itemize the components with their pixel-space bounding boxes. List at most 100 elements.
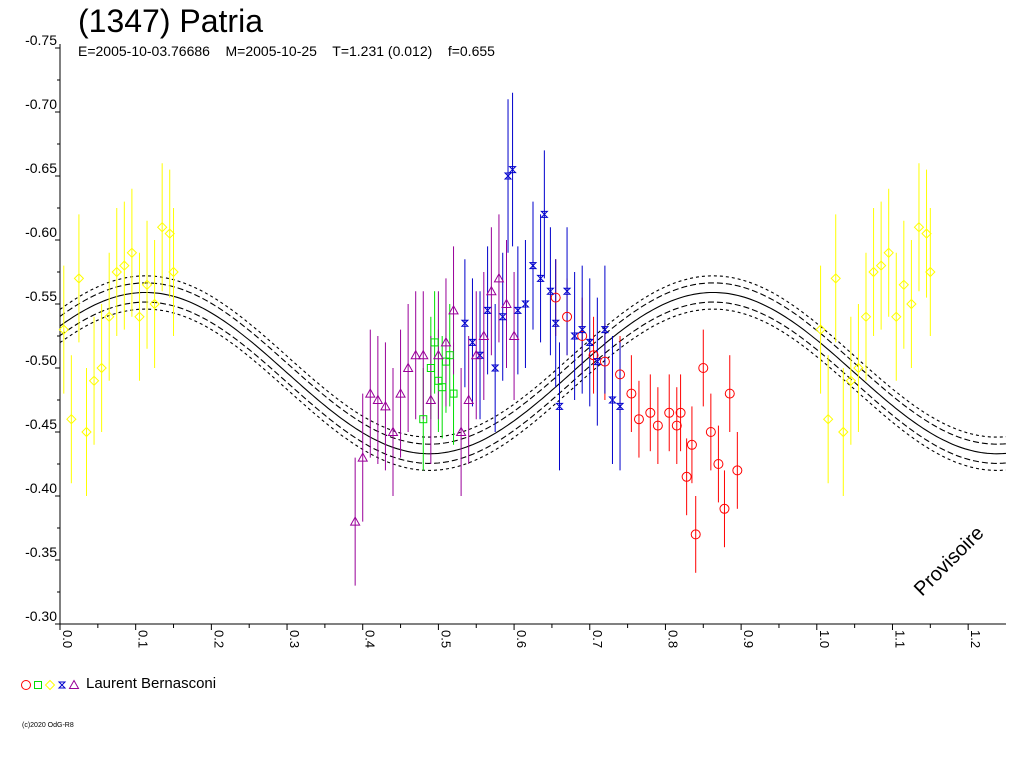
data-point-diamond (860, 311, 872, 323)
x-tick-label: 0.3 (287, 630, 302, 648)
legend-markers (21, 678, 80, 690)
data-point-diamond (103, 311, 115, 323)
data-point-circle (615, 369, 626, 380)
data-point-triangle (455, 426, 467, 436)
data-point-triangle (364, 388, 376, 398)
data-point-circle (705, 427, 716, 437)
legend: Laurent Bernasconi (20, 675, 216, 692)
data-point-triangle (387, 426, 399, 436)
data-point-bowtie (600, 326, 610, 334)
x-tick-label: 0.6 (514, 630, 529, 648)
data-point-bowtie (521, 300, 530, 308)
data-point-triangle (501, 298, 512, 308)
data-point-triangle (448, 304, 459, 315)
chart-axes: -0.75 -0.70 -0.65 -0.60 -0.55 -0.50 -0.45 -0.40… (25, 32, 1006, 648)
data-point-bowtie (555, 402, 564, 410)
data-point-bowtie (585, 338, 594, 346)
y-tick-label: -0.40 (25, 480, 57, 496)
data-point-bowtie (551, 319, 560, 327)
data-point-diamond (891, 311, 902, 323)
data-point-bowtie (460, 319, 470, 327)
data-point-triangle (478, 330, 490, 340)
data-point-circle (681, 471, 692, 482)
x-tick-label: 0.2 (211, 630, 226, 648)
data-point-circle (550, 292, 561, 303)
data-point-circle (577, 331, 588, 341)
data-point-diamond (134, 311, 145, 323)
data-point-diamond (913, 221, 925, 233)
legend-marker-square (34, 680, 42, 689)
data-point-diamond (830, 273, 841, 284)
data-point-circle (652, 420, 663, 431)
data-point-circle (664, 407, 675, 418)
x-tick-label: 0.8 (665, 630, 680, 648)
data-point-triangle (493, 272, 505, 283)
data-point-circle (686, 439, 697, 450)
data-point-diamond (156, 221, 168, 233)
data-point-circle (626, 388, 637, 399)
data-point-triangle (508, 330, 520, 340)
data-point-bowtie (508, 166, 517, 174)
y-tick-label: -0.30 (25, 608, 57, 624)
data-points (58, 166, 936, 540)
data-point-square (426, 364, 435, 372)
data-point-triangle (463, 394, 475, 404)
fit-curve-envelope (59, 301, 1007, 464)
data-point-diamond (906, 298, 917, 310)
data-point-triangle (372, 394, 384, 404)
data-point-triangle (486, 285, 497, 296)
x-tick-label: 1.1 (892, 630, 907, 648)
data-point-triangle (433, 349, 444, 360)
data-point-bowtie (513, 306, 523, 314)
data-point-triangle (417, 349, 429, 360)
data-point-diamond (88, 375, 100, 387)
data-point-triangle (470, 349, 482, 360)
data-point-bowtie (608, 396, 617, 404)
data-point-triangle (425, 394, 437, 404)
legend-marker-bowtie (57, 681, 67, 688)
data-point-circle (633, 414, 644, 425)
data-point-diamond (164, 228, 175, 239)
y-tick-label: -0.60 (25, 224, 57, 240)
data-point-diamond (119, 260, 130, 271)
y-tick-label: -0.55 (25, 288, 57, 304)
data-point-square (419, 415, 428, 424)
data-point-diamond (81, 426, 92, 438)
data-point-diamond (875, 260, 887, 271)
data-point-square (430, 338, 439, 347)
data-point-diamond (126, 247, 138, 259)
x-tick-label: 0.5 (438, 630, 453, 648)
x-tick-label: 0.0 (60, 630, 75, 648)
data-point-circle (690, 529, 701, 540)
data-point-triangle (380, 400, 391, 411)
x-tick-label: 0.9 (741, 630, 756, 648)
legend-marker-triangle (68, 678, 80, 689)
data-point-circle (562, 311, 573, 322)
data-point-bowtie (468, 338, 477, 346)
data-point-diamond (853, 362, 864, 374)
data-point-diamond (815, 324, 826, 335)
data-point-bowtie (562, 287, 572, 295)
data-point-diamond (925, 266, 936, 278)
data-point-diamond (149, 298, 160, 310)
data-point-bowtie (540, 210, 549, 218)
data-point-bowtie (490, 364, 500, 372)
y-tick-label: -0.45 (25, 416, 57, 432)
data-point-square (449, 389, 458, 398)
y-tick-label: -0.50 (25, 352, 57, 368)
data-point-square (445, 351, 454, 360)
legend-observer-name: Laurent Bernasconi (86, 675, 217, 692)
data-point-diamond (168, 266, 179, 278)
data-point-diamond (921, 228, 932, 239)
data-point-bowtie (593, 358, 602, 366)
data-point-bowtie (536, 274, 545, 282)
error-bars (63, 92, 931, 586)
chart-subtitle: E=2005-10-03.76686 M=2005-10-25 T=1.231 … (78, 43, 495, 59)
data-point-circle (713, 459, 724, 469)
x-tick-label: 0.7 (590, 630, 605, 648)
x-tick-label: 0.4 (363, 630, 378, 648)
legend-marker-diamond (44, 679, 56, 690)
data-point-circle (588, 350, 599, 361)
data-point-diamond (66, 413, 77, 425)
